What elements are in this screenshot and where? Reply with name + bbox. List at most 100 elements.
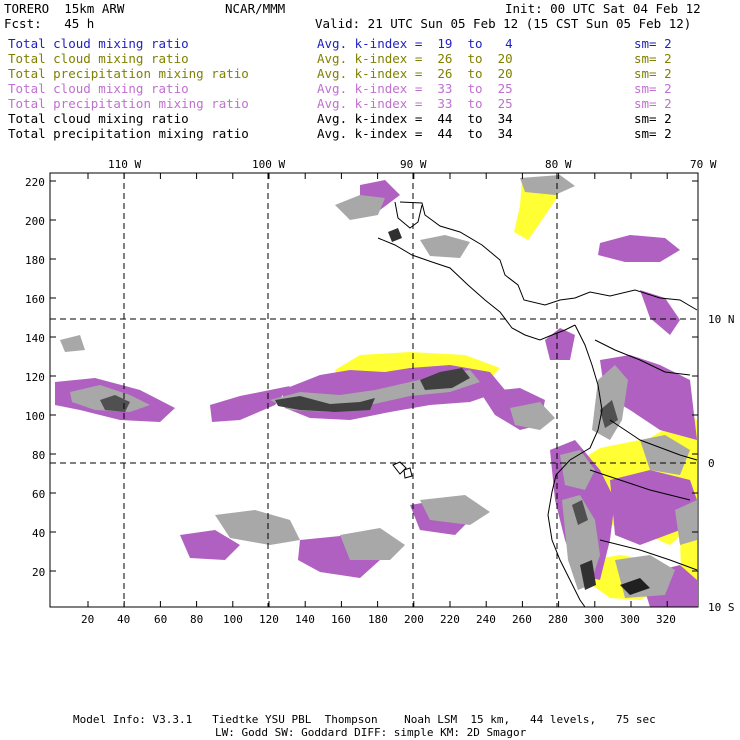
x-tick-label: 220 bbox=[440, 613, 460, 626]
legend-field-5: Total precipitation mixing ratio bbox=[8, 96, 249, 111]
y-tick-label: 160 bbox=[25, 293, 45, 306]
x-tick-label: 300 bbox=[620, 613, 640, 626]
legend-kindex-6: Avg. k-index = 44 to 34 bbox=[317, 111, 513, 126]
y-tick-label: 100 bbox=[25, 410, 45, 423]
lon-label-70w: 70 W bbox=[690, 158, 717, 171]
legend-field-3: Total precipitation mixing ratio bbox=[8, 66, 249, 81]
legend-sm-2: sm= 2 bbox=[634, 51, 672, 66]
magenta-area-venezuela bbox=[640, 290, 680, 335]
dark-core-itcz-central-2 bbox=[420, 368, 470, 390]
legend-sm-4: sm= 2 bbox=[634, 81, 672, 96]
gray-area-ecuador bbox=[560, 450, 595, 490]
coastline-central-america bbox=[377, 237, 576, 341]
y-tick-label: 180 bbox=[25, 254, 45, 267]
dark-core-south-east bbox=[620, 578, 650, 595]
x-tick-label: 280 bbox=[548, 613, 568, 626]
dark-core-colombia bbox=[600, 400, 618, 428]
lon-label-100w: 100 W bbox=[252, 158, 286, 171]
x-tick-label: 200 bbox=[404, 613, 424, 626]
model-info-footer: Model Info: V3.3.1 Tiedtke YSU PBL Thomp… bbox=[73, 713, 656, 726]
dark-core-andes-1 bbox=[572, 500, 588, 525]
x-tick-label: 120 bbox=[259, 613, 279, 626]
legend-field-2: Total cloud mixing ratio bbox=[8, 51, 189, 66]
dark-core-itcz-west bbox=[100, 395, 130, 412]
y-tick-label: 80 bbox=[32, 449, 46, 462]
legend-kindex-2: Avg. k-index = 26 to 20 bbox=[317, 51, 513, 66]
island-galapagos bbox=[392, 461, 413, 479]
map-frame bbox=[49, 172, 699, 608]
x-tick-label: 180 bbox=[368, 613, 388, 626]
coastlines bbox=[377, 201, 698, 607]
legend-field-6: Total cloud mixing ratio bbox=[8, 111, 189, 126]
dark-cloud-cores bbox=[100, 228, 650, 595]
y-tick-label: 220 bbox=[25, 176, 45, 189]
x-tick-label: 140 bbox=[295, 613, 315, 626]
border-andes bbox=[589, 339, 698, 571]
legend-field-1: Total cloud mixing ratio bbox=[8, 36, 189, 51]
gray-area-caribbean-1 bbox=[520, 175, 575, 195]
gray-area-central-am-1 bbox=[335, 195, 385, 220]
organization-label: NCAR/MMM bbox=[225, 1, 286, 16]
legend-kindex-4: Avg. k-index = 33 to 25 bbox=[317, 81, 513, 96]
legend-kindex-1: Avg. k-index = 19 to 4 bbox=[317, 36, 513, 51]
magenta-area-caribbean bbox=[598, 235, 680, 262]
magenta-area-south-pacific-1 bbox=[180, 530, 240, 560]
gray-area-south-pacific-2 bbox=[340, 528, 405, 560]
gray-area-central-am-2 bbox=[420, 235, 470, 258]
y-tick-label: 40 bbox=[32, 527, 46, 540]
lat-label-10n: 10 N bbox=[708, 313, 735, 326]
gray-area-north bbox=[60, 335, 85, 352]
y-tick-label: 140 bbox=[25, 332, 45, 345]
dark-core-itcz-central-1 bbox=[275, 396, 375, 412]
x-tick-label: 60 bbox=[154, 613, 168, 626]
gray-area-east-pacific bbox=[510, 402, 555, 430]
magenta-area-peru-inland bbox=[610, 470, 697, 545]
x-tick-label: 160 bbox=[331, 613, 351, 626]
y-tick-label: 120 bbox=[25, 371, 45, 384]
legend-field-7: Total precipitation mixing ratio bbox=[8, 126, 249, 141]
magenta-area-colombia-coast bbox=[545, 328, 575, 360]
x-tick-label: 240 bbox=[476, 613, 496, 626]
y-tick-label: 20 bbox=[32, 566, 46, 579]
legend-field-4: Total cloud mixing ratio bbox=[8, 81, 189, 96]
model-title: TORERO 15km ARW bbox=[4, 1, 125, 16]
dark-core-central-am bbox=[388, 228, 402, 242]
init-time-label: Init: 00 UTC Sat 04 Feb 12 bbox=[505, 1, 701, 16]
legend-kindex-3: Avg. k-index = 26 to 20 bbox=[317, 66, 513, 81]
x-tick-label: 20 bbox=[81, 613, 95, 626]
coastline-yucatan bbox=[394, 201, 423, 229]
magenta-area-itcz-mid bbox=[210, 386, 290, 422]
legend-sm-3: sm= 2 bbox=[634, 66, 672, 81]
lon-label-110w: 110 W bbox=[108, 158, 142, 171]
legend-sm-7: sm= 2 bbox=[634, 126, 672, 141]
coastline-central-america-north bbox=[399, 201, 698, 311]
lon-label-80w: 80 W bbox=[545, 158, 572, 171]
x-tick-label: 260 bbox=[512, 613, 532, 626]
valid-time-label: Valid: 21 UTC Sun 05 Feb 12 (15 CST Sun … bbox=[315, 16, 692, 31]
legend-sm-1: sm= 2 bbox=[634, 36, 672, 51]
gray-area-south-east bbox=[615, 555, 675, 598]
y-tick-label: 60 bbox=[32, 488, 46, 501]
latlon-grid bbox=[50, 173, 698, 607]
gray-area-peru-2 bbox=[675, 500, 697, 545]
dark-core-andes-2 bbox=[580, 560, 596, 590]
gray-area-south-pacific-3 bbox=[420, 495, 490, 525]
x-tick-label: 40 bbox=[117, 613, 131, 626]
physics-footer: LW: Godd SW: Goddard DIFF: simple KM: 2D… bbox=[215, 726, 527, 739]
x-tick-label: 300 bbox=[584, 613, 604, 626]
gray-area-south-pacific-1 bbox=[215, 510, 300, 545]
lat-label-0: 0 bbox=[708, 457, 715, 470]
axis-ticks bbox=[50, 173, 698, 607]
x-tick-label: 100 bbox=[223, 613, 243, 626]
legend-kindex-5: Avg. k-index = 33 to 25 bbox=[317, 96, 513, 111]
x-tick-label: 80 bbox=[190, 613, 204, 626]
lat-label-10s: 10 S bbox=[708, 601, 735, 614]
map-fields bbox=[55, 175, 698, 607]
legend-kindex-7: Avg. k-index = 44 to 34 bbox=[317, 126, 513, 141]
legend-sm-5: sm= 2 bbox=[634, 96, 672, 111]
lon-label-90w: 90 W bbox=[400, 158, 427, 171]
x-tick-label: 320 bbox=[656, 613, 676, 626]
y-tick-label: 200 bbox=[25, 215, 45, 228]
forecast-hour-label: Fcst: 45 h bbox=[4, 16, 95, 31]
